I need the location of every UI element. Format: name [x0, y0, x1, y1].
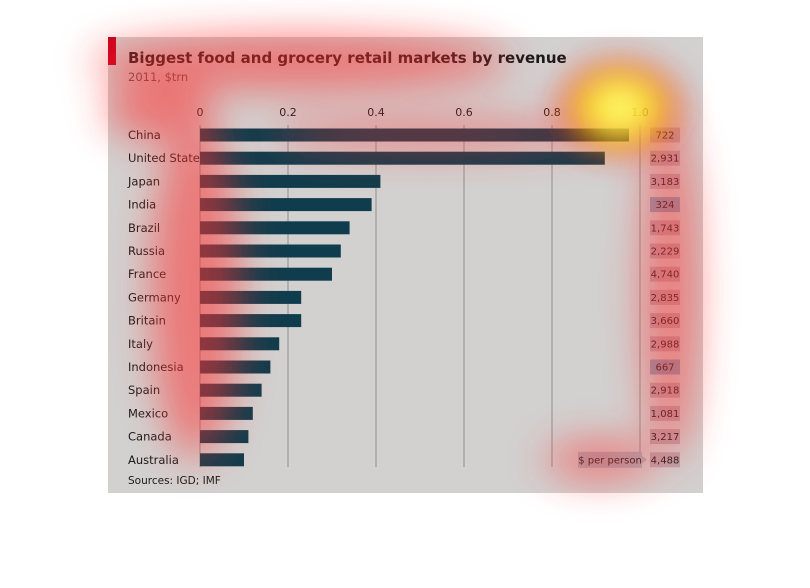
category-label: Britain — [128, 314, 166, 328]
per-person-value: 1,743 — [651, 223, 680, 234]
bar — [200, 290, 302, 304]
x-tick-label: 1.0 — [631, 106, 649, 119]
category-label: Japan — [127, 174, 160, 188]
category-label: Australia — [128, 453, 179, 467]
bar — [200, 453, 244, 467]
x-tick-label: 0.4 — [367, 106, 385, 119]
per-person-value: 1,081 — [651, 409, 680, 420]
per-person-value: 324 — [655, 200, 674, 211]
per-person-value: 722 — [655, 131, 674, 142]
x-tick-label: 0.2 — [279, 106, 297, 119]
per-person-legend-label: $ per person — [578, 455, 642, 466]
bar — [200, 198, 372, 212]
category-label: Germany — [128, 290, 181, 304]
category-label: India — [128, 198, 156, 212]
bar — [200, 337, 280, 351]
per-person-legend-pointer — [642, 455, 647, 464]
per-person-value: 4,488 — [651, 455, 680, 466]
per-person-value: 3,217 — [651, 432, 680, 443]
category-label: Italy — [128, 337, 153, 351]
per-person-value: 2,835 — [651, 293, 680, 304]
category-label: Russia — [128, 244, 165, 258]
per-person-value: 2,931 — [651, 154, 680, 165]
bar — [200, 221, 350, 235]
chart-figure: Biggest food and grocery retail markets … — [108, 37, 703, 493]
bar — [200, 244, 341, 258]
chart-source: Sources: IGD; IMF — [128, 475, 221, 487]
bar — [200, 128, 629, 142]
x-tick-label: 0 — [197, 106, 204, 119]
x-tick-label: 0.6 — [455, 106, 473, 119]
bar — [200, 383, 262, 397]
bar — [200, 151, 605, 165]
category-label: Mexico — [128, 406, 168, 420]
per-person-value: 2,918 — [651, 386, 680, 397]
x-tick-label: 0.8 — [543, 106, 561, 119]
per-person-value: 2,229 — [651, 247, 680, 258]
bar — [200, 406, 253, 420]
bar — [200, 314, 302, 328]
category-label: United States — [128, 151, 206, 165]
category-label: Spain — [128, 383, 160, 397]
category-label: Canada — [128, 430, 172, 444]
per-person-value: 667 — [655, 363, 674, 374]
plot-area: 0 0.2 0.4 0.6 0.8 1.0 China 722 United States 2,9… — [127, 106, 680, 468]
per-person-value: 3,183 — [651, 177, 680, 188]
bar — [200, 174, 381, 188]
bar — [200, 430, 249, 444]
category-label: China — [128, 128, 161, 142]
per-person-value: 4,740 — [651, 270, 680, 281]
per-person-value: 2,988 — [651, 339, 680, 350]
category-label: France — [128, 267, 166, 281]
bar — [200, 267, 332, 281]
category-label: Indonesia — [128, 360, 184, 374]
per-person-value: 3,660 — [651, 316, 680, 327]
bar — [200, 360, 271, 374]
category-label: Brazil — [128, 221, 160, 235]
